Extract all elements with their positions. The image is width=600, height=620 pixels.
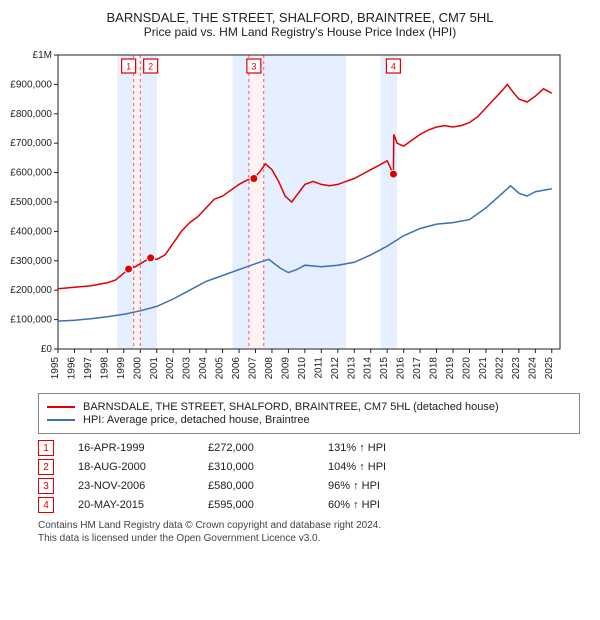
chart-area: £0 £100,000 £200,000 £300,000 £400,000 £500,0… [10, 45, 590, 385]
svg-text:2018: 2018 [429, 357, 440, 380]
svg-text:2021: 2021 [478, 357, 489, 380]
svg-text:2025: 2025 [544, 357, 555, 380]
svg-text:£500,000: £500,000 [10, 197, 52, 208]
chart-title: BARNSDALE, THE STREET, SHALFORD, BRAINTR… [10, 10, 590, 25]
legend: BARNSDALE, THE STREET, SHALFORD, BRAINTR… [38, 393, 580, 434]
svg-text:2017: 2017 [412, 357, 423, 380]
chart-subtitle: Price paid vs. HM Land Registry's House … [10, 25, 590, 39]
transaction-date: 23-NOV-2006 [78, 480, 208, 492]
transaction-price: £310,000 [208, 461, 328, 473]
legend-row: HPI: Average price, detached house, Brai… [47, 414, 571, 426]
svg-text:2015: 2015 [379, 357, 390, 380]
svg-text:£600,000: £600,000 [10, 168, 52, 179]
svg-text:2020: 2020 [461, 357, 472, 380]
svg-text:2004: 2004 [198, 357, 209, 380]
svg-text:2012: 2012 [330, 357, 341, 380]
svg-text:2011: 2011 [313, 357, 324, 379]
svg-text:2013: 2013 [346, 357, 357, 380]
svg-text:2002: 2002 [165, 357, 176, 380]
svg-text:2022: 2022 [494, 357, 505, 380]
transaction-marker: 4 [38, 497, 54, 513]
svg-text:£700,000: £700,000 [10, 138, 52, 149]
transaction-hpi: 104% ↑ HPI [328, 461, 448, 473]
legend-row: BARNSDALE, THE STREET, SHALFORD, BRAINTR… [47, 401, 571, 413]
transaction-date: 16-APR-1999 [78, 442, 208, 454]
svg-text:1995: 1995 [50, 357, 61, 380]
svg-text:£0: £0 [41, 344, 53, 355]
svg-text:£1M: £1M [33, 50, 52, 61]
transaction-row: 4 20-MAY-2015£595,00060% ↑ HPI [38, 497, 580, 513]
svg-text:2023: 2023 [511, 357, 522, 380]
transactions-table: 1 16-APR-1999£272,000131% ↑ HPI 2 18-AUG-20… [38, 440, 580, 513]
transaction-hpi: 96% ↑ HPI [328, 480, 448, 492]
svg-text:2006: 2006 [231, 357, 242, 380]
transaction-hpi: 131% ↑ HPI [328, 442, 448, 454]
transaction-price: £272,000 [208, 442, 328, 454]
svg-text:2009: 2009 [280, 357, 291, 380]
svg-text:4: 4 [391, 62, 396, 72]
svg-text:1996: 1996 [66, 357, 77, 380]
svg-text:2008: 2008 [264, 357, 275, 380]
svg-text:£100,000: £100,000 [10, 315, 52, 326]
svg-text:1998: 1998 [99, 357, 110, 380]
footer-line-1: Contains HM Land Registry data © Crown c… [38, 519, 580, 532]
svg-text:£800,000: £800,000 [10, 109, 52, 120]
transaction-date: 20-MAY-2015 [78, 499, 208, 511]
svg-text:2019: 2019 [445, 357, 456, 380]
transaction-price: £580,000 [208, 480, 328, 492]
svg-text:2024: 2024 [527, 357, 538, 380]
transaction-marker: 1 [38, 440, 54, 456]
transaction-row: 1 16-APR-1999£272,000131% ↑ HPI [38, 440, 580, 456]
legend-label: HPI: Average price, detached house, Brai… [83, 414, 310, 426]
legend-swatch [47, 419, 75, 421]
footer-line-2: This data is licensed under the Open Gov… [38, 532, 580, 545]
transaction-row: 3 23-NOV-2006£580,00096% ↑ HPI [38, 478, 580, 494]
svg-text:£400,000: £400,000 [10, 226, 52, 237]
footer: Contains HM Land Registry data © Crown c… [38, 519, 580, 545]
svg-text:1999: 1999 [116, 357, 127, 380]
transaction-marker: 3 [38, 478, 54, 494]
svg-text:2005: 2005 [215, 357, 226, 380]
transaction-row: 2 18-AUG-2000£310,000104% ↑ HPI [38, 459, 580, 475]
transaction-price: £595,000 [208, 499, 328, 511]
svg-text:2003: 2003 [182, 357, 193, 380]
svg-text:2010: 2010 [297, 357, 308, 380]
svg-text:2000: 2000 [132, 357, 143, 380]
svg-text:1997: 1997 [83, 357, 94, 380]
svg-text:£200,000: £200,000 [10, 285, 52, 296]
transaction-marker: 2 [38, 459, 54, 475]
svg-text:2016: 2016 [396, 357, 407, 380]
svg-text:2014: 2014 [363, 357, 374, 380]
svg-text:1: 1 [126, 62, 131, 72]
svg-text:£300,000: £300,000 [10, 256, 52, 267]
legend-swatch [47, 406, 75, 408]
svg-text:£900,000: £900,000 [10, 79, 52, 90]
svg-text:3: 3 [251, 62, 256, 72]
chart-svg: £0 £100,000 £200,000 £300,000 £400,000 £500,0… [10, 45, 570, 385]
transaction-date: 18-AUG-2000 [78, 461, 208, 473]
svg-text:2001: 2001 [149, 357, 160, 380]
svg-text:2: 2 [148, 62, 153, 72]
transaction-hpi: 60% ↑ HPI [328, 499, 448, 511]
legend-label: BARNSDALE, THE STREET, SHALFORD, BRAINTR… [83, 401, 499, 413]
svg-text:2007: 2007 [248, 357, 259, 380]
